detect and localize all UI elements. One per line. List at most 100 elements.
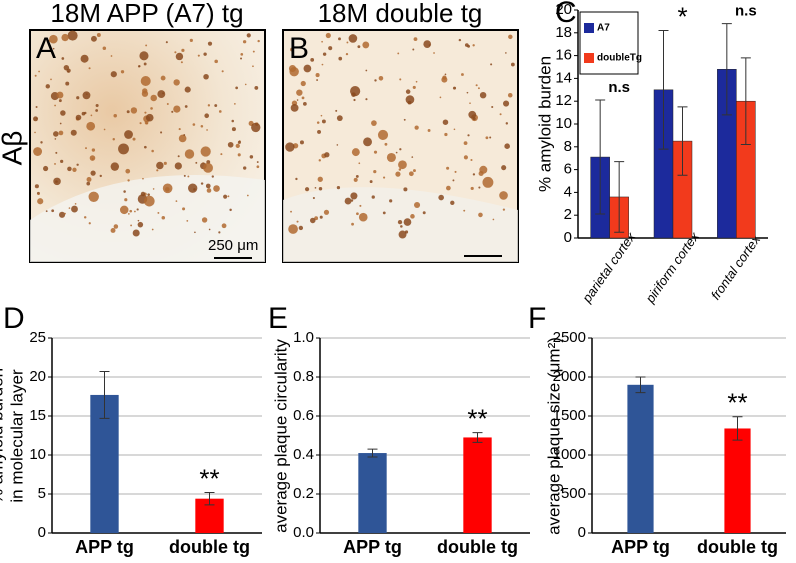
plaque <box>132 137 136 141</box>
plaque <box>166 103 169 106</box>
plaque <box>288 64 297 73</box>
plaque <box>102 46 107 50</box>
plaque <box>67 166 72 172</box>
plaque <box>399 148 402 151</box>
plaque <box>249 155 254 159</box>
plaque <box>85 147 87 150</box>
plaque <box>95 109 99 112</box>
plaque <box>67 30 78 41</box>
plaque <box>345 52 349 56</box>
plaque <box>454 170 457 173</box>
plaque <box>89 155 96 161</box>
plaque <box>183 134 186 136</box>
plaque <box>414 125 419 130</box>
plaque <box>234 103 236 105</box>
plaque <box>33 116 39 122</box>
plaque <box>124 198 128 202</box>
plaque <box>165 187 170 192</box>
plaque <box>365 69 368 72</box>
plaque <box>288 224 298 234</box>
plaque <box>355 175 359 178</box>
plaque <box>405 89 411 94</box>
annotation: n.s <box>735 3 757 20</box>
plaque <box>257 39 260 43</box>
x-tick-label: parietal cortex <box>579 229 639 306</box>
error-bar <box>472 432 483 443</box>
plaque <box>160 131 163 134</box>
plaque <box>162 92 165 95</box>
bar <box>463 437 492 533</box>
x-tick-label: frontal cortex <box>708 232 764 303</box>
plaque <box>461 73 464 76</box>
plaque <box>143 195 155 207</box>
plaque <box>356 212 359 216</box>
plaque <box>444 132 448 137</box>
plaque <box>184 149 195 159</box>
error-bar <box>721 23 732 116</box>
y-tick-label: 20 <box>29 368 46 385</box>
plaque <box>353 177 358 182</box>
image-title: 18M APP (A7) tg <box>50 0 243 28</box>
plaque <box>52 47 55 50</box>
plaque <box>206 129 208 131</box>
plaque <box>113 114 117 118</box>
plaque <box>384 142 388 146</box>
plaque <box>88 222 91 225</box>
plaque <box>252 50 255 53</box>
image-title: 18M double tg <box>318 0 483 28</box>
plaque <box>200 124 204 128</box>
plaque <box>139 122 142 125</box>
plaque <box>285 142 295 152</box>
scale-label: 250 μm <box>208 237 258 254</box>
plaque <box>211 175 214 178</box>
plaque <box>37 193 40 196</box>
plaque <box>35 105 38 108</box>
plaque <box>446 166 450 170</box>
plaque <box>383 176 386 179</box>
plaque <box>433 52 435 54</box>
y-tick-label: 0 <box>38 524 46 541</box>
y-tick-label: 0 <box>564 229 572 246</box>
error-bar <box>740 57 751 146</box>
plaque <box>54 163 56 165</box>
plaque <box>256 161 259 163</box>
x-tick-label: piriform cortex <box>642 229 702 306</box>
plaque <box>125 168 131 174</box>
annotation: ** <box>727 388 747 418</box>
plaque <box>320 114 323 117</box>
plaque <box>187 175 190 178</box>
plaque <box>335 109 338 112</box>
plaque <box>203 52 207 56</box>
plaque <box>505 52 507 54</box>
plaque <box>422 211 426 215</box>
plaque <box>200 146 211 157</box>
plaque <box>296 99 299 101</box>
plaque <box>37 198 44 205</box>
annotation: * <box>677 1 687 31</box>
plaque <box>490 63 493 66</box>
plaque <box>61 57 65 60</box>
error-bar <box>367 448 378 458</box>
plaque <box>397 52 400 55</box>
plaque <box>319 215 323 219</box>
plaque <box>446 185 451 191</box>
plaque <box>110 162 120 171</box>
y-tick-label: 0 <box>578 524 586 541</box>
plaque <box>499 191 508 200</box>
plaque <box>45 210 48 213</box>
y-tick-label: 0.2 <box>293 485 314 502</box>
plaque <box>371 195 375 199</box>
y-axis-label: % amyloid burden <box>535 56 554 192</box>
plaque <box>310 58 315 62</box>
plaque <box>336 115 343 122</box>
plaque <box>489 136 492 139</box>
plaque <box>479 91 487 99</box>
plaque <box>34 131 36 134</box>
y-tick-label: 15 <box>29 407 46 424</box>
plaque <box>61 33 69 42</box>
plaque <box>303 64 312 73</box>
plaque <box>142 177 144 180</box>
y-tick-label: 2000 <box>553 368 586 385</box>
plaque <box>322 52 327 56</box>
plaque <box>412 85 416 89</box>
